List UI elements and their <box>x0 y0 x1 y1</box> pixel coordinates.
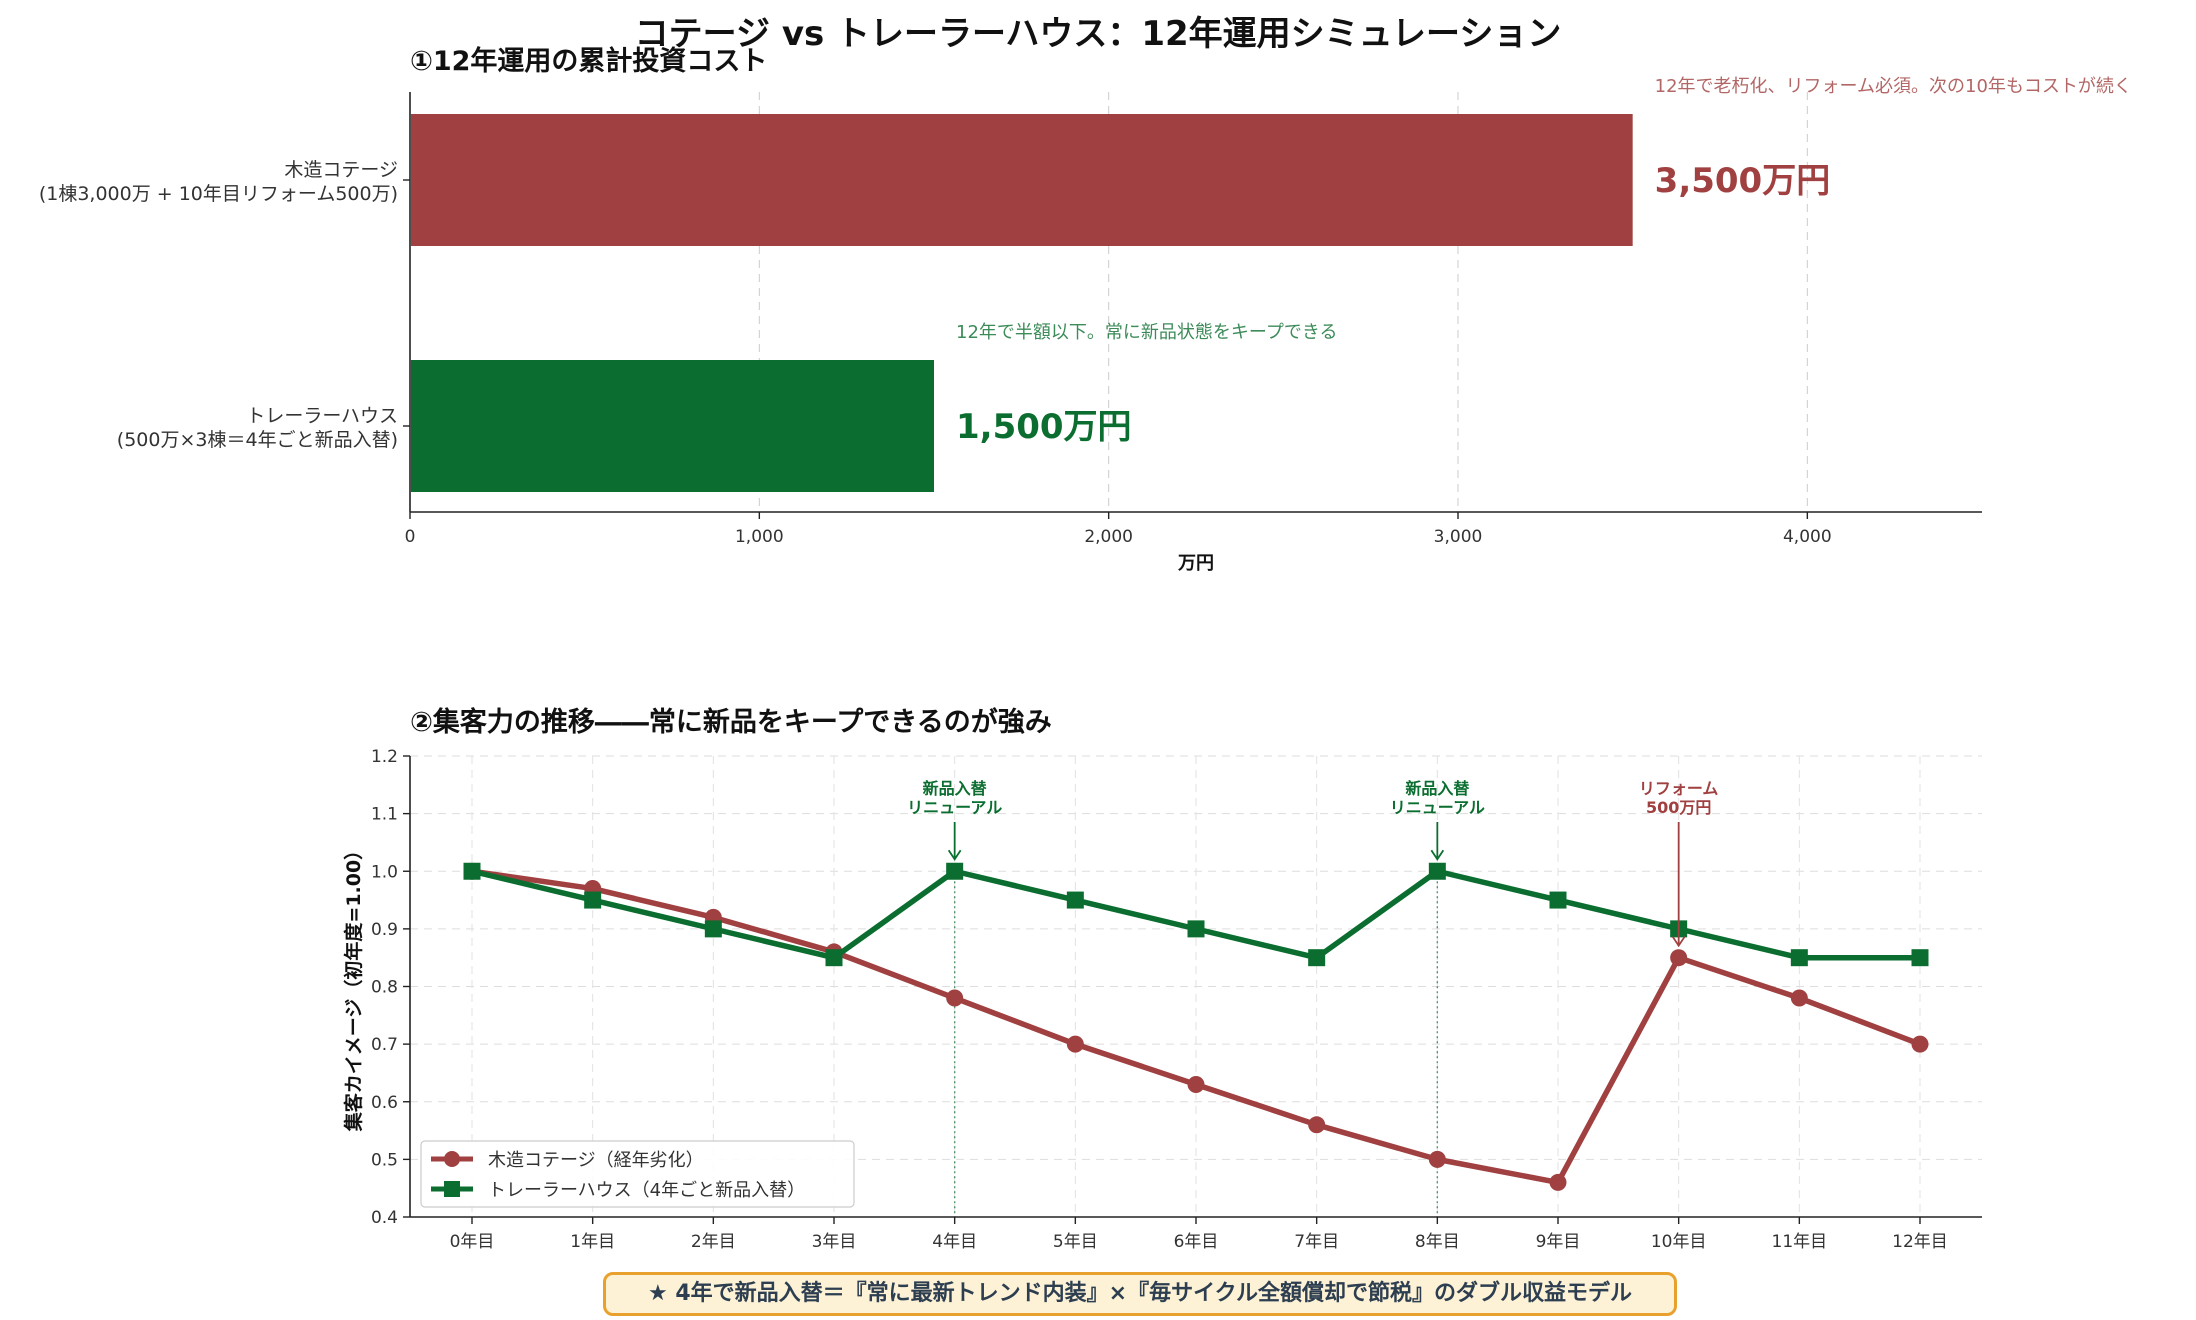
cottage-point <box>1790 989 1808 1007</box>
line-y-tick-label: 0.4 <box>371 1208 398 1228</box>
line-x-tick-label: 11年目 <box>1772 1232 1828 1252</box>
line-y-tick-label: 0.7 <box>371 1035 398 1055</box>
bar-category-label: 木造コテージ <box>284 159 398 181</box>
line-y-tick-label: 1.0 <box>371 862 398 882</box>
bar-annotation: 12年で半額以下。常に新品状態をキープできる <box>956 322 1337 343</box>
bar-x-label: 万円 <box>1177 553 1214 574</box>
legend-cottage-marker <box>444 1151 460 1167</box>
cottage-point <box>946 989 964 1007</box>
bar-0 <box>411 114 1633 246</box>
line-annotation-text: 新品入替 <box>923 779 987 798</box>
line-annotation-arrowhead <box>947 849 962 861</box>
bar-category-sublabel: (1棟3,000万 + 10年目リフォーム500万) <box>39 183 398 205</box>
trailer-point <box>825 949 843 967</box>
legend-trailer-label: トレーラーハウス（4年ごと新品入替） <box>488 1180 805 1201</box>
line-annotation-text: 500万円 <box>1646 798 1711 817</box>
trailer-point <box>1911 949 1929 967</box>
footer-summary-box: ★ 4年で新品入替＝『常に最新トレンド内装』×『毎サイクル全額償却で節税』のダブ… <box>603 1272 1677 1316</box>
trailer-point <box>1549 891 1567 909</box>
cottage-point <box>1187 1075 1205 1093</box>
line-x-tick-label: 8年目 <box>1415 1232 1460 1252</box>
line-x-tick-label: 5年目 <box>1053 1232 1098 1252</box>
trailer-point <box>946 862 964 880</box>
bar-1 <box>411 360 934 492</box>
figure-title: コテージ vs トレーラーハウス：12年運用シミュレーション <box>634 14 1562 54</box>
cottage-point <box>1670 949 1688 967</box>
bar-x-tick-label: 3,000 <box>1434 527 1483 547</box>
line-chart-title: ②集客力の推移――常に新品をキープできるのが強み <box>410 706 1052 738</box>
cottage-point <box>1911 1035 1929 1053</box>
line-x-tick-label: 12年目 <box>1892 1232 1948 1252</box>
trailer-point <box>463 862 481 880</box>
line-annotation-arrowhead <box>1671 936 1686 948</box>
trailer-point <box>1187 920 1205 938</box>
series-0 <box>463 862 1929 1191</box>
line-chart: ②集客力の推移――常に新品をキープできるのが強み 0.4 0.5 0.6 0.7 0.8… <box>342 706 1982 1252</box>
legend-cottage-label: 木造コテージ（経年劣化） <box>488 1150 704 1171</box>
line-x-tick-label: 4年目 <box>932 1232 977 1252</box>
line-annotation-text: リフォーム <box>1639 779 1719 798</box>
legend-trailer-marker <box>444 1181 460 1197</box>
line-annotation-text: リニューアル <box>907 798 1002 817</box>
legend-box <box>420 1140 855 1208</box>
bar-value-labels: 3,500万円 1,500万円 <box>956 161 1830 447</box>
bar-x-tick-label: 2,000 <box>1084 527 1133 547</box>
bar-x-tick-label: 1,000 <box>735 527 784 547</box>
bar-category-sublabel: (500万×3棟＝4年ごと新品入替) <box>117 429 398 451</box>
line-x-tick-label: 9年目 <box>1536 1232 1581 1252</box>
bar-x-tick-label: 0 <box>405 527 416 547</box>
line-x-tick-label: 3年目 <box>812 1232 857 1252</box>
legend: 木造コテージ（経年劣化） トレーラーハウス（4年ごと新品入替） <box>420 1140 855 1208</box>
trailer-point <box>584 891 602 909</box>
line-y-tick-label: 0.9 <box>371 920 398 940</box>
bar-category-labels: 木造コテージ(1棟3,000万 + 10年目リフォーム500万) トレーラーハウス… <box>39 159 410 451</box>
line-x-tick-label: 1年目 <box>570 1232 615 1252</box>
line-x-tick-label: 2年目 <box>691 1232 736 1252</box>
line-y-label: 集客カイメージ（初年度=1.00） <box>342 841 365 1132</box>
line-x-tick-label: 10年目 <box>1651 1232 1707 1252</box>
line-y-tick-label: 1.1 <box>371 805 398 825</box>
bar-annotation: 12年で老朽化、リフォーム必須。次の10年もコストが続く <box>1655 76 2132 97</box>
trailer-point <box>704 920 722 938</box>
cottage-point <box>1066 1035 1084 1053</box>
trailer-point <box>1428 862 1446 880</box>
bar-annotations: 12年で老朽化、リフォーム必須。次の10年もコストが続く 12年で半額以下。常に新… <box>956 76 2132 343</box>
bar-x-ticks: 0 1,000 2,000 3,000 4,000 <box>405 512 1832 547</box>
trailer-point <box>1066 891 1084 909</box>
bar-value-label: 1,500万円 <box>956 407 1132 447</box>
cottage-point <box>1308 1116 1326 1134</box>
line-y-tick-label: 0.8 <box>371 978 398 998</box>
line-x-tick-label: 7年目 <box>1294 1232 1339 1252</box>
line-annotation-text: 新品入替 <box>1405 779 1469 798</box>
bar-value-label: 3,500万円 <box>1655 161 1831 201</box>
trailer-point <box>1790 949 1808 967</box>
bar-category-label: トレーラーハウス <box>246 405 398 427</box>
line-annotation-arrowhead <box>1430 849 1445 861</box>
line-y-tick-label: 1.2 <box>371 747 398 767</box>
line-x-tick-label: 6年目 <box>1174 1232 1219 1252</box>
bar-chart-title: ①12年運用の累計投資コスト <box>410 45 767 77</box>
trailer-point <box>1308 949 1326 967</box>
bar-series <box>411 114 1633 492</box>
cottage-point <box>1428 1150 1446 1168</box>
line-y-ticks: 0.4 0.5 0.6 0.7 0.8 0.9 1.0 1.1 1.2 <box>371 747 410 1228</box>
line-y-tick-label: 0.5 <box>371 1150 398 1170</box>
line-y-tick-label: 0.6 <box>371 1093 398 1113</box>
bar-x-tick-label: 4,000 <box>1783 527 1832 547</box>
cottage-point <box>1549 1173 1567 1191</box>
bar-chart: ①12年運用の累計投資コスト 0 1,000 2,000 3,000 4,000 万円 … <box>39 45 2132 574</box>
line-x-tick-label: 0年目 <box>450 1232 495 1252</box>
line-x-ticks: 0年目 1年目 2年目 3年目 4年目 5年目 6年目 7年目 8年目 9年目 10年目 11年目 12… <box>450 1217 1948 1252</box>
line-annotation-text: リニューアル <box>1390 798 1485 817</box>
